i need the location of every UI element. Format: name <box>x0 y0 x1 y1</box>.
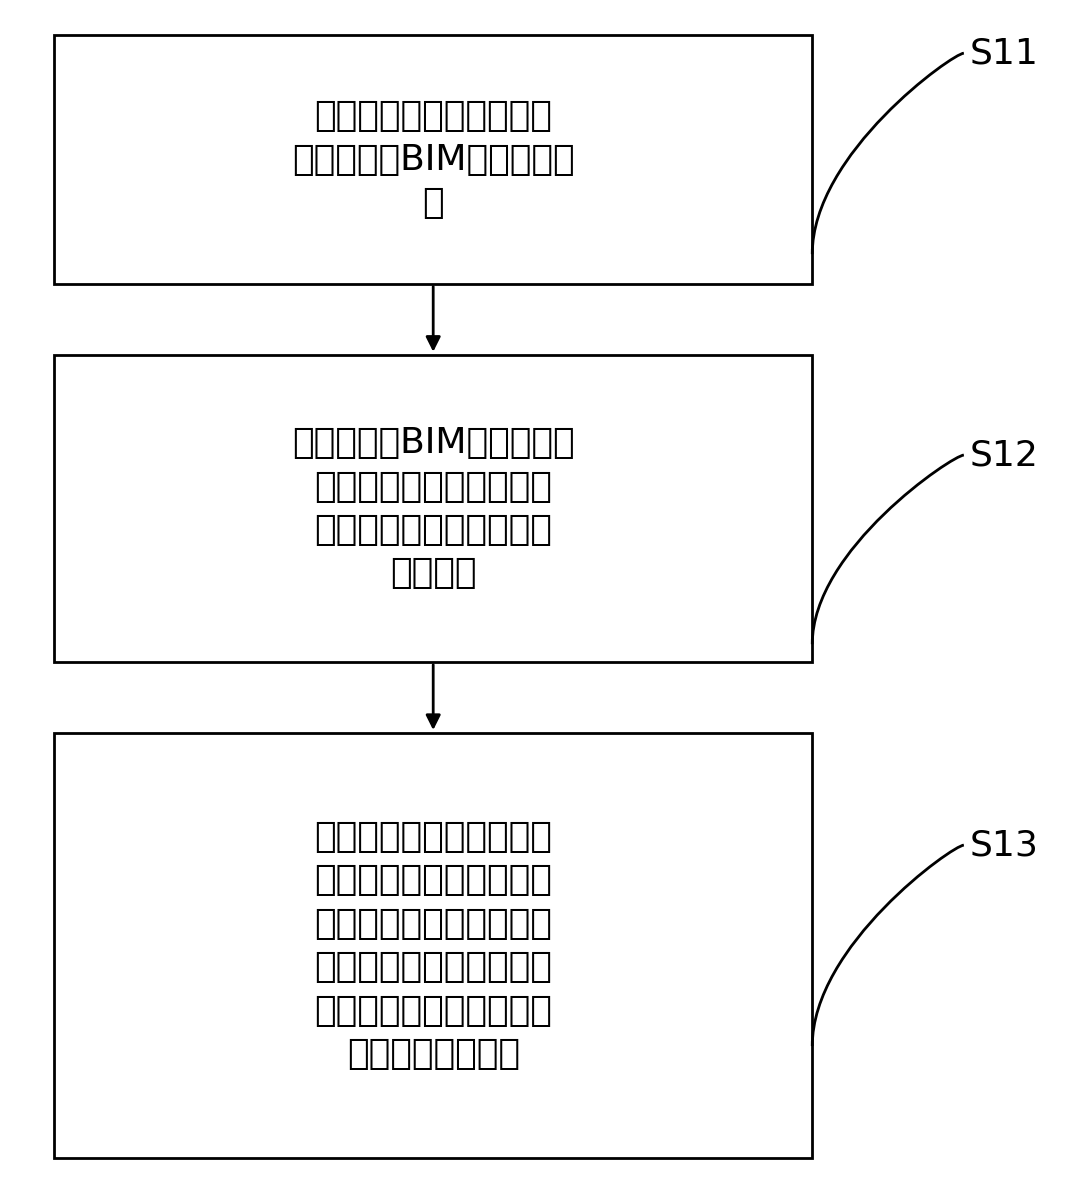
FancyBboxPatch shape <box>54 355 812 662</box>
Text: S13: S13 <box>969 829 1039 862</box>
Text: S12: S12 <box>969 439 1039 472</box>
Text: 根据类型将BIM模型中管段
及构件划分为若干个制作
单元节，生成管段预制加
工制作图: 根据类型将BIM模型中管段 及构件划分为若干个制作 单元节，生成管段预制加 工制… <box>292 426 574 591</box>
FancyBboxPatch shape <box>54 733 812 1158</box>
Text: 对管段预制加工制作图中
所有制作单元节进行编号
，以获得以下施工装配图
：管线预制加工单线图、
管线综合平立剖施工图和
支吊架预制加工图: 对管段预制加工制作图中 所有制作单元节进行编号 ，以获得以下施工装配图 ：管线预… <box>314 820 552 1071</box>
Text: 根据施工现场及施工条件
，对预设的BIM模型进行拆
分: 根据施工现场及施工条件 ，对预设的BIM模型进行拆 分 <box>292 99 574 220</box>
Text: S11: S11 <box>969 37 1039 70</box>
FancyBboxPatch shape <box>54 35 812 284</box>
